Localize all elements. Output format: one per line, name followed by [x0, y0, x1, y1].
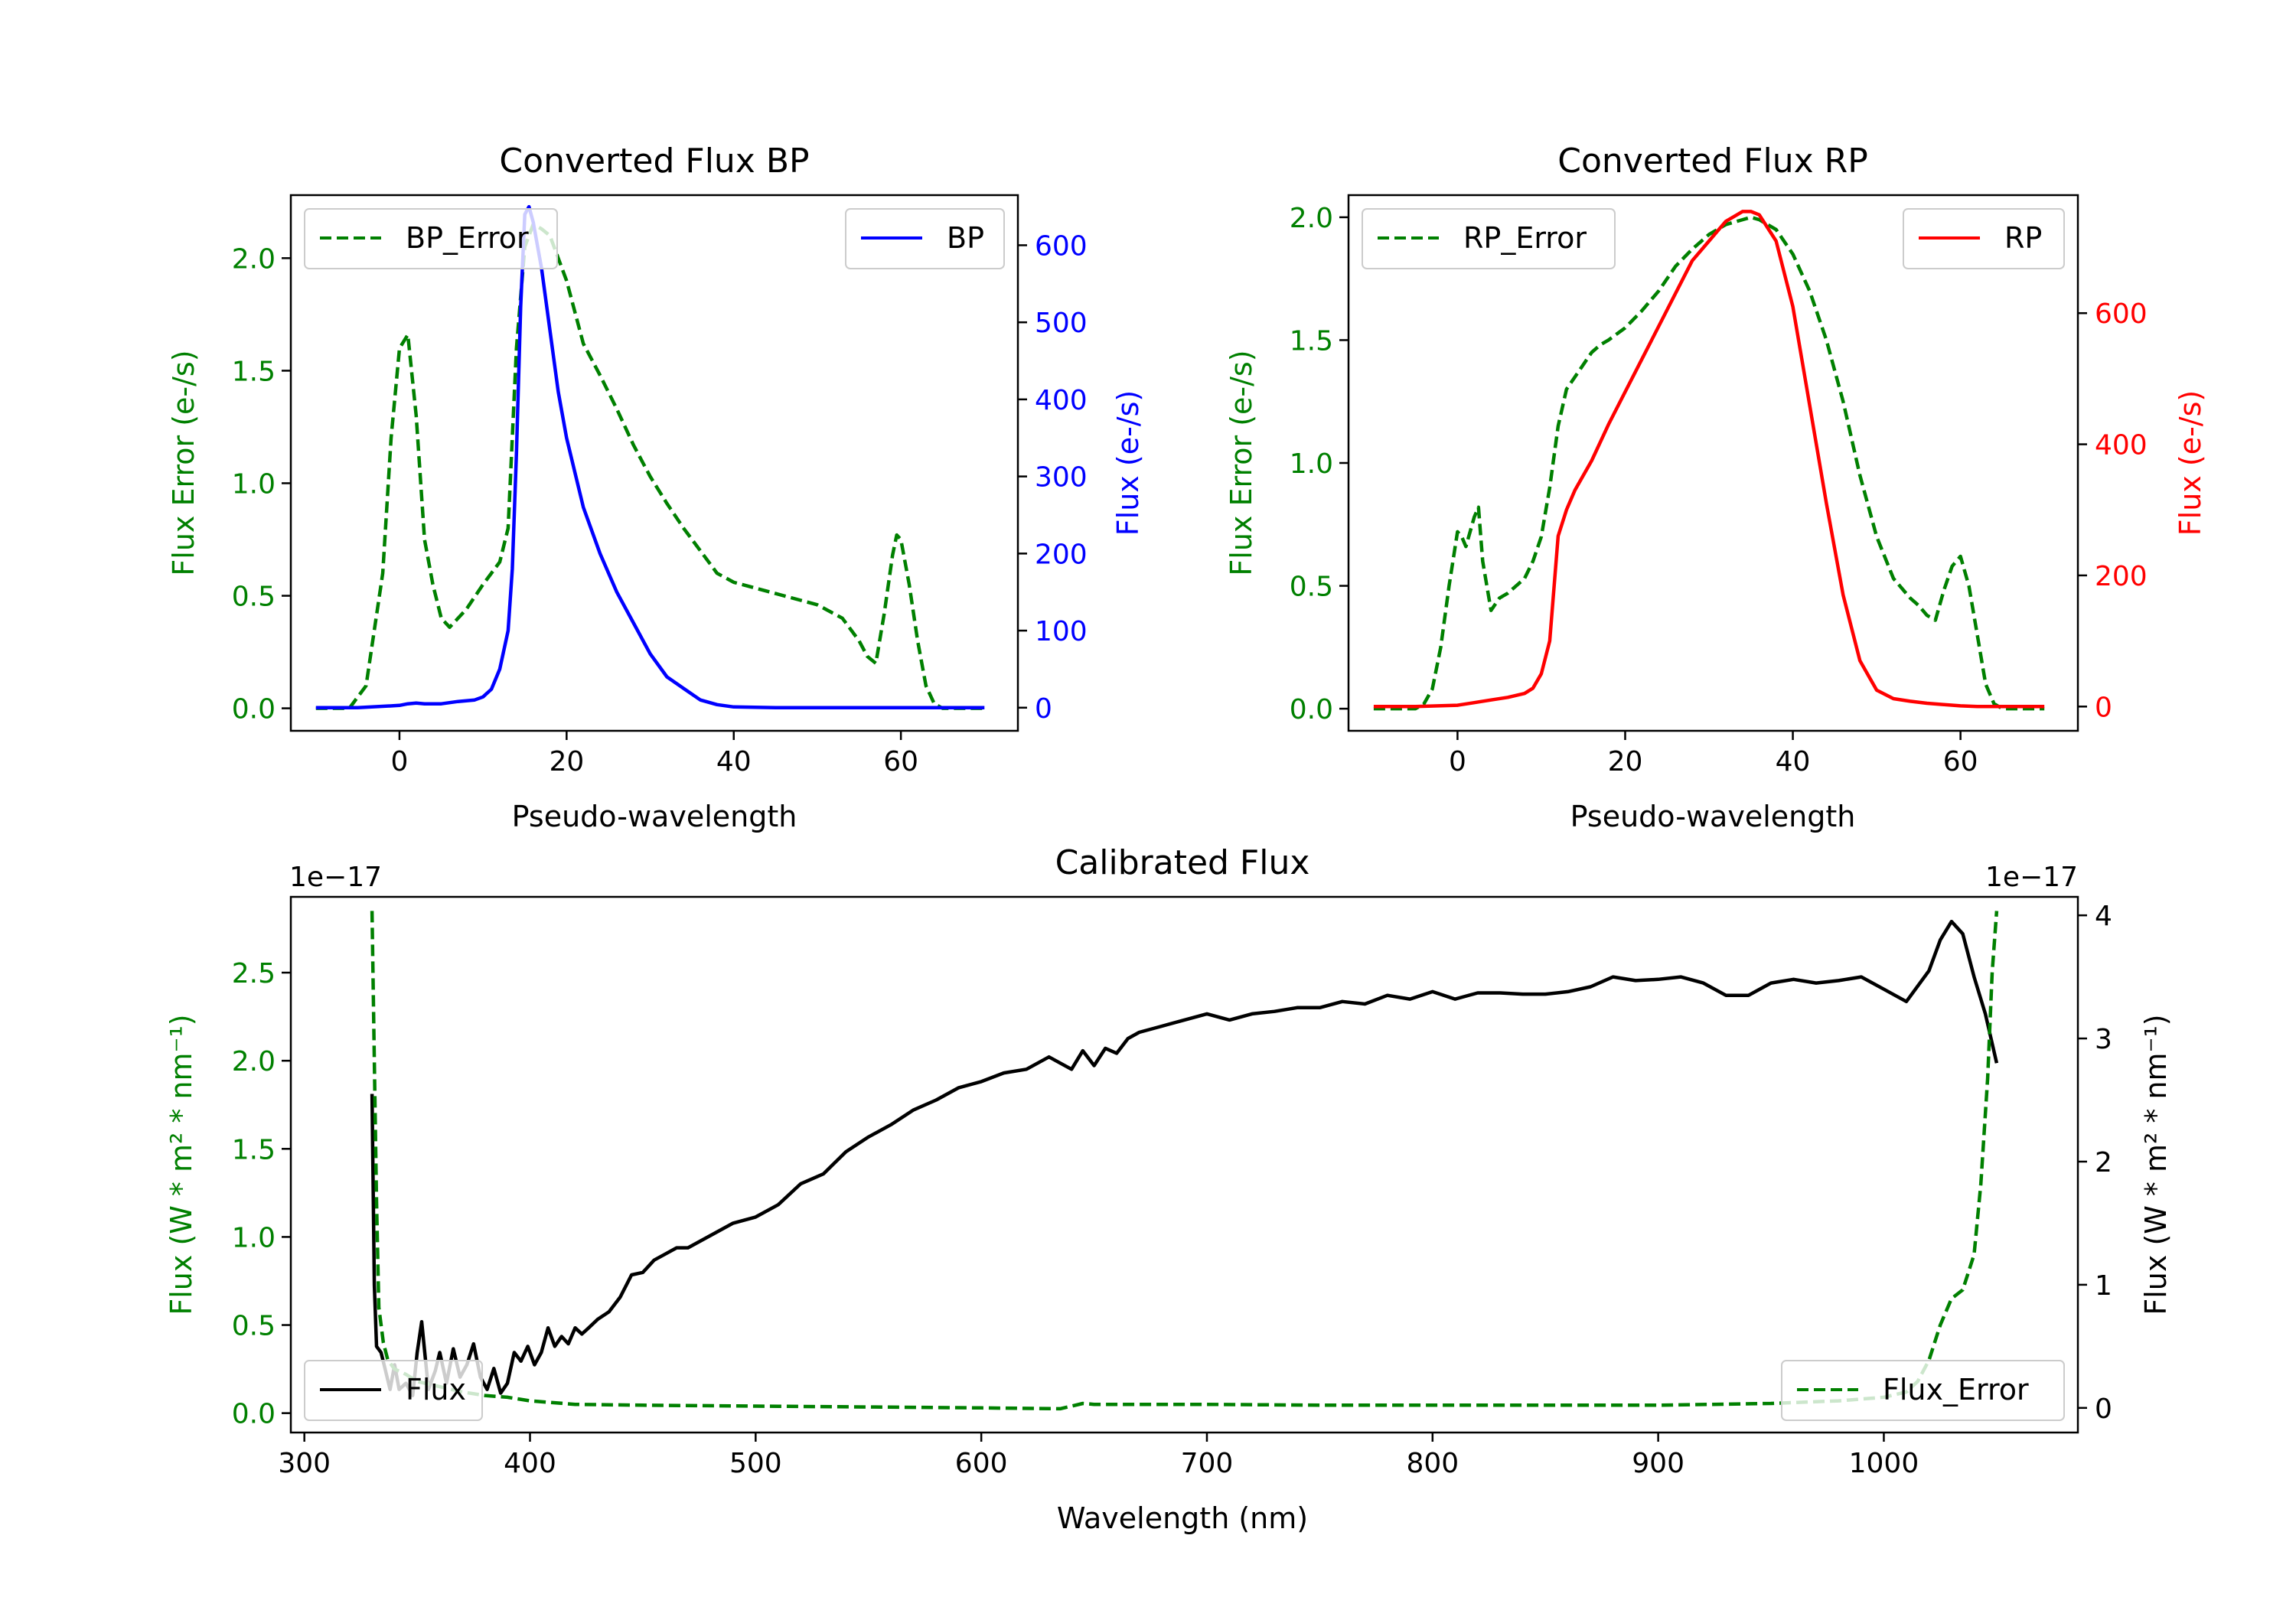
bp-right-tick-label: 100 [1035, 616, 1088, 647]
cal-right-tick-label: 2 [2095, 1147, 2112, 1178]
bp-plot-frame [289, 194, 1019, 732]
cal-error-legend-label: Flux_Error [1883, 1373, 2029, 1407]
rp-right-axis-label: Flux (e-/s) [2174, 390, 2207, 536]
cal-panel: Calibrated Flux 300 400 500 600 700 800 900 100… [165, 843, 2173, 1535]
bp-right-axis: 0 100 200 300 400 500 600 [1018, 230, 1088, 725]
cal-left-tick-label: 0.0 [232, 1399, 276, 1430]
bp-chart-title: Converted Flux BP [499, 142, 809, 181]
cal-x-tick-label: 600 [955, 1448, 1008, 1479]
bp-x-tick-label: 60 [883, 746, 918, 777]
cal-right-tick-label: 4 [2095, 901, 2112, 932]
cal-x-tick-label: 700 [1181, 1448, 1234, 1479]
cal-plot-frame [289, 895, 2079, 1434]
rp-flux-legend-label: RP [2004, 221, 2042, 255]
cal-right-tick-label: 0 [2095, 1393, 2112, 1425]
rp-left-axis-label: Flux Error (e-/s) [1225, 350, 1258, 575]
cal-x-tick-label: 1000 [1849, 1448, 1919, 1479]
cal-error-legend: Flux_Error [1781, 1360, 2065, 1421]
bp-flux-legend: BP [845, 208, 1005, 269]
rp-panel: Converted Flux RP 0 20 40 60 0.0 0.5 1.0 1.5 2.… [1225, 142, 2207, 833]
bp-left-tick-label: 0.0 [232, 694, 276, 725]
bp-left-axis: 0.0 0.5 1.0 1.5 2.0 [232, 243, 291, 725]
cal-right-axis-label: Flux (W * m² * nm⁻¹) [2139, 1014, 2173, 1315]
cal-left-axis: 0.0 0.5 1.0 1.5 2.0 2.5 [232, 958, 291, 1430]
bp-error-legend-label: BP_Error [406, 221, 529, 255]
bp-right-tick-label: 400 [1035, 385, 1088, 416]
rp-error-legend-label: RP_Error [1463, 221, 1587, 255]
rp-left-tick-label: 0.0 [1290, 694, 1333, 725]
cal-left-axis-label: Flux (W * m² * nm⁻¹) [165, 1014, 198, 1315]
rp-right-tick-label: 400 [2095, 430, 2148, 461]
rp-x-axis: 0 20 40 60 [1449, 731, 1978, 777]
bp-error-line [315, 222, 985, 710]
rp-series-layer [1373, 210, 2045, 711]
bp-error-legend: BP_Error [304, 208, 558, 269]
cal-right-tick-label: 3 [2095, 1024, 2112, 1055]
cal-right-axis: 0 1 2 3 4 [2078, 901, 2112, 1425]
bp-x-tick-label: 40 [716, 746, 752, 777]
bp-x-axis: 0 20 40 60 [391, 731, 918, 777]
rp-right-axis: 0 200 400 600 [2078, 298, 2148, 723]
rp-x-tick-label: 20 [1608, 746, 1643, 777]
rp-flux-line [1373, 210, 2045, 709]
cal-flux-legend-label: Flux [406, 1373, 466, 1407]
rp-left-tick-label: 0.5 [1290, 572, 1333, 603]
bp-left-tick-label: 1.5 [232, 356, 276, 387]
cal-left-tick-label: 2.0 [232, 1046, 276, 1077]
bp-left-tick-label: 0.5 [232, 582, 276, 613]
rp-left-tick-label: 1.5 [1290, 325, 1333, 357]
rp-chart-title: Converted Flux RP [1557, 142, 1868, 181]
cal-x-axis: 300 400 500 600 700 800 900 1000 [278, 1433, 1919, 1479]
cal-left-tick-label: 1.5 [232, 1134, 276, 1165]
cal-left-offset-text: 1e−17 [289, 862, 382, 893]
bp-right-axis-label: Flux (e-/s) [1111, 390, 1145, 536]
rp-x-axis-label: Pseudo-wavelength [1570, 800, 1856, 833]
bp-left-tick-label: 1.0 [232, 468, 276, 500]
rp-x-tick-label: 0 [1449, 746, 1466, 777]
rp-right-tick-label: 0 [2095, 692, 2112, 723]
cal-left-tick-label: 2.5 [232, 958, 276, 989]
rp-x-tick-label: 60 [1943, 746, 1978, 777]
cal-right-offset-text: 1e−17 [1985, 862, 2078, 893]
rp-right-tick-label: 600 [2095, 298, 2148, 330]
rp-left-tick-label: 1.0 [1290, 448, 1333, 480]
bp-left-axis-label: Flux Error (e-/s) [167, 350, 201, 575]
cal-left-tick-label: 1.0 [232, 1222, 276, 1253]
bp-right-tick-label: 200 [1035, 539, 1088, 570]
cal-right-tick-label: 1 [2095, 1270, 2112, 1302]
cal-x-tick-label: 900 [1632, 1448, 1684, 1479]
bp-flux-legend-label: BP [947, 221, 984, 255]
bp-right-tick-label: 500 [1035, 308, 1088, 339]
cal-flux-legend: Flux [304, 1360, 483, 1421]
bp-right-tick-label: 0 [1035, 693, 1052, 725]
bp-panel: Converted Flux BP 0 20 40 60 0.0 0.5 1.0 1.5 2.… [167, 142, 1145, 833]
cal-x-tick-label: 800 [1406, 1448, 1459, 1479]
bp-right-tick-label: 600 [1035, 230, 1088, 262]
bp-x-axis-label: Pseudo-wavelength [512, 800, 797, 833]
rp-right-tick-label: 200 [2095, 561, 2148, 592]
rp-left-tick-label: 2.0 [1290, 203, 1333, 234]
bp-x-tick-label: 20 [549, 746, 584, 777]
rp-error-line [1373, 215, 2045, 711]
bp-right-tick-label: 300 [1035, 462, 1088, 494]
cal-x-tick-label: 300 [278, 1448, 331, 1479]
cal-chart-title: Calibrated Flux [1055, 843, 1310, 882]
cal-left-tick-label: 0.5 [232, 1311, 276, 1342]
rp-left-axis: 0.0 0.5 1.0 1.5 2.0 [1290, 203, 1349, 725]
bp-x-tick-label: 0 [391, 746, 409, 777]
rp-error-legend: RP_Error [1362, 208, 1616, 269]
bp-left-tick-label: 2.0 [232, 243, 276, 275]
rp-flux-legend: RP [1903, 208, 2065, 269]
cal-x-tick-label: 500 [729, 1448, 782, 1479]
cal-x-tick-label: 400 [504, 1448, 556, 1479]
cal-x-axis-label: Wavelength (nm) [1057, 1501, 1308, 1535]
rp-x-tick-label: 40 [1776, 746, 1811, 777]
